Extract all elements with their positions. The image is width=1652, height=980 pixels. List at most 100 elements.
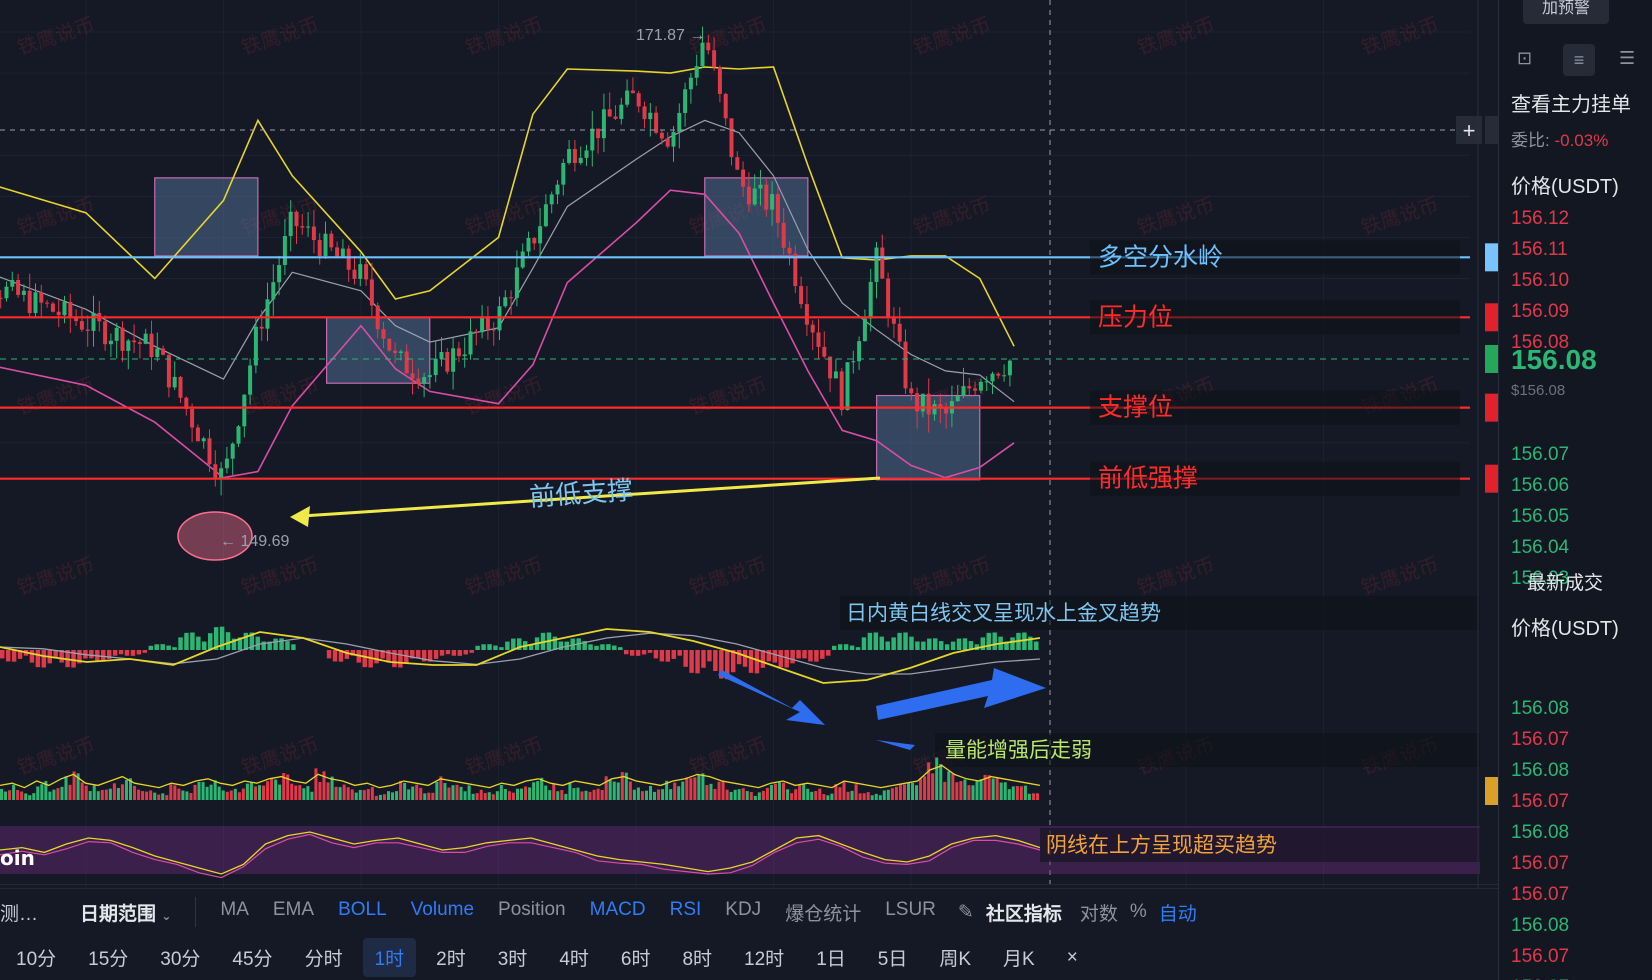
volume-bar bbox=[16, 790, 20, 800]
macd-hist-bar bbox=[255, 636, 260, 650]
candle-body bbox=[155, 348, 160, 358]
candle-body bbox=[688, 77, 693, 90]
candle-body bbox=[114, 327, 119, 341]
timeframe-6时[interactable]: 6时 bbox=[620, 949, 651, 970]
volume-bar bbox=[88, 791, 92, 800]
macd-hist-bar bbox=[725, 650, 730, 680]
timeframe-bar: 10分 15分 30分 45分 分时 1时 2时 3时 4时 6时 8时 12时 1日 5日 周K 月K × bbox=[0, 935, 1498, 980]
auto-scale-toggle[interactable]: 自动 bbox=[1158, 903, 1197, 925]
indicator-volume[interactable]: Volume bbox=[410, 898, 475, 920]
macd-hist-bar bbox=[475, 645, 480, 650]
macd-hist-bar bbox=[112, 650, 118, 656]
volume-bar bbox=[636, 787, 640, 800]
macd-hist-bar bbox=[671, 650, 676, 659]
volume-bar bbox=[262, 785, 266, 800]
candle-body bbox=[485, 316, 490, 330]
volume-bar bbox=[120, 784, 124, 800]
trades-title[interactable]: 最新成交 bbox=[1527, 573, 1604, 594]
volume-bar bbox=[423, 793, 427, 800]
macd-hist-bar bbox=[439, 650, 445, 656]
indicator-rsi[interactable]: RSI bbox=[669, 898, 702, 920]
volume-bar bbox=[898, 784, 902, 800]
macd-hist-bar bbox=[392, 650, 397, 668]
candle-body bbox=[723, 93, 728, 119]
volume-bar bbox=[395, 791, 399, 800]
timeframe-1日[interactable]: 1日 bbox=[816, 949, 846, 970]
edit-icon[interactable]: ✎ bbox=[957, 901, 974, 923]
symbol-cut[interactable]: 测… bbox=[0, 903, 39, 925]
volume-bar bbox=[116, 787, 120, 800]
volume-bar bbox=[286, 774, 290, 800]
candle-body bbox=[398, 351, 403, 354]
macd-hist-bar bbox=[588, 644, 593, 650]
timeframe-2时[interactable]: 2时 bbox=[436, 949, 466, 970]
timeframe-1时[interactable]: 1时 bbox=[362, 938, 417, 977]
candle-body bbox=[120, 327, 125, 351]
community-indicators-button[interactable]: 社区指标 bbox=[985, 903, 1062, 925]
candle-body bbox=[474, 331, 479, 333]
volume-bar bbox=[233, 788, 237, 800]
macd-hist-bar bbox=[237, 637, 243, 650]
candle-body bbox=[352, 269, 357, 279]
macd-hist-bar bbox=[832, 645, 837, 650]
level-price-tag bbox=[1485, 303, 1498, 332]
volume-bar bbox=[515, 788, 519, 800]
macd-hist-bar bbox=[1010, 637, 1015, 650]
timeframe-30分[interactable]: 30分 bbox=[160, 949, 201, 970]
timeframe-10分[interactable]: 10分 bbox=[16, 949, 57, 970]
timeframe-月K[interactable]: 月K bbox=[1003, 949, 1035, 970]
volume-bar bbox=[584, 790, 588, 800]
volume-bar bbox=[20, 791, 24, 800]
log-scale-toggle[interactable]: 对数 bbox=[1079, 903, 1118, 925]
timeframe-12时[interactable]: 12时 bbox=[744, 949, 785, 970]
macd-hist-bar bbox=[53, 650, 58, 659]
timeframe-45分[interactable]: 45分 bbox=[232, 949, 273, 970]
volume-bar bbox=[761, 790, 765, 800]
volume-bar bbox=[890, 788, 894, 800]
candle-body bbox=[91, 312, 96, 331]
close-icon[interactable]: × bbox=[1066, 946, 1078, 968]
rsi-annotation-bg bbox=[1040, 828, 1480, 862]
candle-body bbox=[973, 388, 978, 391]
volume-bar bbox=[931, 773, 935, 800]
volume-bar bbox=[60, 786, 64, 800]
bid-price: 156.04 bbox=[1511, 537, 1570, 558]
indicator-kdj[interactable]: KDJ bbox=[725, 898, 762, 920]
list-mode-icon[interactable]: ☰ bbox=[1619, 48, 1636, 68]
volume-bar bbox=[777, 782, 782, 800]
indicator-ma[interactable]: MA bbox=[220, 898, 249, 920]
indicator-boll[interactable]: BOLL bbox=[338, 898, 387, 920]
timeframe-3时[interactable]: 3时 bbox=[497, 949, 528, 970]
timeframe-周K[interactable]: 周K bbox=[939, 949, 972, 970]
candle-body bbox=[886, 278, 891, 318]
indicator-macd[interactable]: MACD bbox=[589, 898, 646, 920]
volume-bar bbox=[560, 790, 564, 800]
orderbook-mode-icon[interactable]: ≡ bbox=[1563, 44, 1595, 76]
candle-body bbox=[596, 128, 601, 139]
candle-body bbox=[810, 324, 815, 333]
indicator-爆仓统计[interactable]: 爆仓统计 bbox=[785, 903, 862, 925]
percent-toggle[interactable]: % bbox=[1129, 901, 1147, 922]
candle-body bbox=[857, 341, 862, 362]
timeframe-15分[interactable]: 15分 bbox=[88, 949, 129, 970]
indicator-position[interactable]: Position bbox=[498, 898, 566, 920]
timeframe-5日[interactable]: 5日 bbox=[877, 949, 908, 970]
volume-bar bbox=[975, 780, 979, 800]
macd-hist-bar bbox=[0, 650, 5, 659]
macd-annotation-bg bbox=[840, 596, 1480, 630]
indicator-ema[interactable]: EMA bbox=[272, 898, 315, 920]
indicator-lsur[interactable]: LSUR bbox=[885, 898, 936, 920]
volume-bar bbox=[955, 782, 959, 800]
timeframe-4时[interactable]: 4时 bbox=[559, 949, 589, 970]
volume-bar bbox=[141, 791, 145, 800]
add-alert-button[interactable]: 加预警 bbox=[1523, 0, 1609, 24]
candle-body bbox=[253, 326, 258, 366]
crosshair-plus-icon[interactable]: + bbox=[1463, 118, 1476, 143]
date-range-button[interactable]: 日期范围 ⌄ bbox=[50, 899, 183, 926]
timeframe-分时[interactable]: 分时 bbox=[304, 949, 343, 970]
panel-layout-icon[interactable]: ⊡ bbox=[1517, 48, 1533, 68]
timeframe-8时[interactable]: 8时 bbox=[682, 949, 713, 970]
candle-body bbox=[230, 443, 235, 459]
main-orders-link[interactable]: 查看主力挂单 bbox=[1511, 94, 1631, 116]
